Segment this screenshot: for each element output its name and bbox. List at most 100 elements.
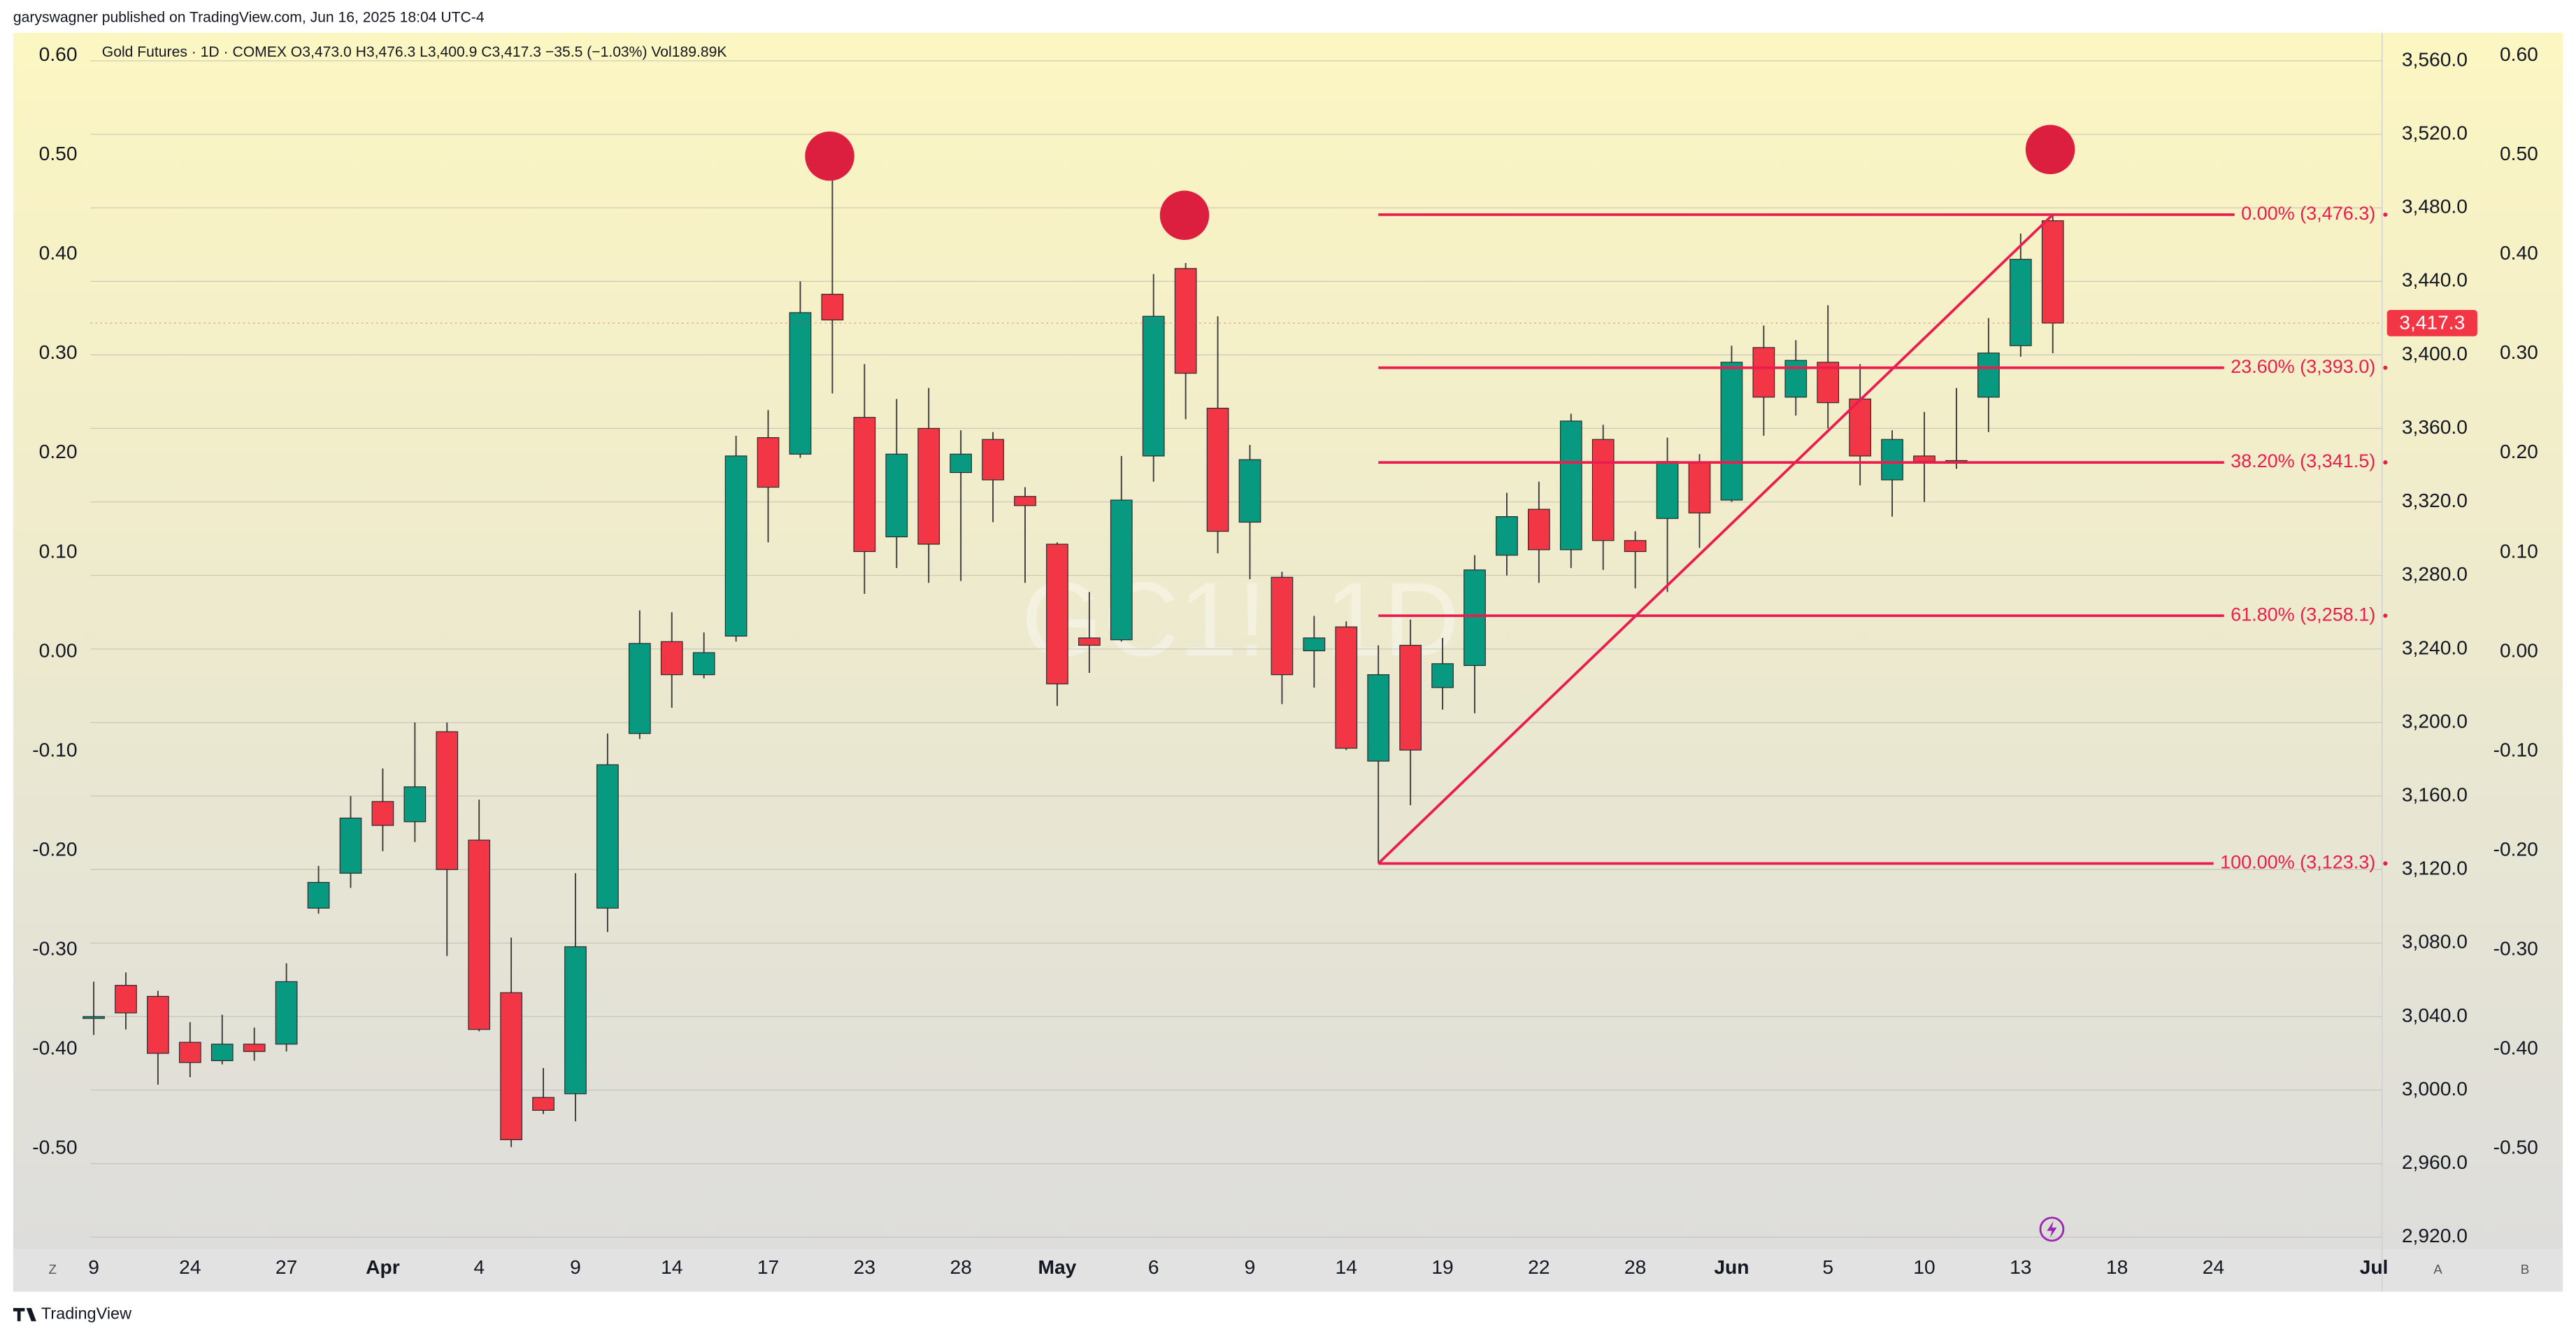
time-tick-label: 28 — [1624, 1256, 1646, 1278]
candle-body — [1720, 362, 1743, 501]
time-tick-label: 18 — [2106, 1256, 2128, 1278]
candle-body — [83, 1016, 105, 1019]
candle-body — [789, 312, 812, 455]
candle-body — [1464, 569, 1486, 667]
price-tick-label: 3,440.0 — [2402, 269, 2468, 291]
candle-body — [757, 437, 780, 488]
candle-body — [885, 453, 908, 538]
candle-body — [436, 731, 459, 870]
percent-tick-label: 0.20 — [39, 440, 78, 462]
percent-tick-label: 0.40 — [2500, 241, 2538, 264]
candle-body — [821, 294, 844, 321]
percent-tick-label: -0.40 — [32, 1036, 77, 1058]
percent-tick-label: -0.10 — [32, 738, 77, 760]
peak-marker — [1159, 190, 1210, 241]
price-tick-label: 3,320.0 — [2402, 489, 2468, 511]
percent-tick-label: 0.10 — [39, 539, 78, 562]
time-tick-label: May — [1038, 1256, 1076, 1278]
candle-body — [532, 1097, 554, 1111]
price-tick-label: 3,560.0 — [2402, 48, 2468, 70]
price-tick-label: 3,040.0 — [2402, 1004, 2468, 1026]
candle-body — [178, 1042, 201, 1063]
candle-body — [1688, 462, 1711, 513]
candle-body — [1367, 674, 1390, 762]
candle-body — [1014, 496, 1036, 506]
candle-body — [1496, 516, 1518, 556]
candle-body — [1528, 509, 1550, 550]
candle-body — [1110, 499, 1133, 641]
time-tick-label: 9 — [88, 1256, 99, 1278]
fib-level-label: 23.60% (3,393.0) — [2231, 356, 2375, 377]
percent-tick-label: 0.00 — [39, 639, 78, 661]
candle-body — [853, 417, 876, 553]
time-tick-label: 9 — [1245, 1256, 1256, 1278]
time-tick-label: 6 — [1148, 1256, 1159, 1278]
percent-tick-label: -0.20 — [32, 837, 77, 860]
price-tick-label: 3,160.0 — [2402, 783, 2468, 805]
time-tick-label: 24 — [2203, 1256, 2224, 1278]
axis-button[interactable]: A — [2433, 1262, 2442, 1277]
candle-body — [1624, 540, 1647, 553]
brand-name: TradingView — [41, 1305, 132, 1323]
time-tick-label: 4 — [473, 1256, 485, 1278]
fib-level-dot — [2383, 460, 2388, 465]
fib-level-label: 100.00% (3,123.3) — [2220, 852, 2375, 873]
price-tick-label: 3,200.0 — [2402, 709, 2468, 732]
brand-logo — [13, 1308, 36, 1321]
axis-button[interactable]: Z — [49, 1262, 57, 1277]
time-tick-label: 14 — [1336, 1256, 1357, 1278]
percent-tick-label: -0.50 — [2493, 1135, 2538, 1158]
symbol-legend: Gold Futures · 1D · COMEX O3,473.0 H3,47… — [102, 44, 727, 60]
candle-body — [468, 839, 491, 1030]
percent-tick-label: 0.60 — [2500, 43, 2538, 65]
candle-body — [1206, 407, 1229, 532]
percent-tick-label: 0.50 — [39, 142, 78, 164]
candle-body — [2009, 259, 2032, 346]
time-tick-label: 13 — [2010, 1256, 2031, 1278]
price-tick-label: 2,920.0 — [2402, 1224, 2468, 1246]
candle-body — [1656, 461, 1679, 519]
time-axis-background — [13, 1249, 2563, 1292]
candle-body — [500, 992, 522, 1140]
time-tick-label: 28 — [950, 1256, 971, 1278]
time-tick-label: 9 — [570, 1256, 581, 1278]
candle-body — [210, 1044, 234, 1061]
candle-body — [339, 817, 362, 874]
event-icon[interactable] — [2039, 1216, 2065, 1242]
fib-trend-line — [1377, 213, 2054, 865]
price-tick-label: 3,080.0 — [2402, 930, 2468, 953]
peak-marker — [805, 131, 854, 181]
candle-body — [307, 881, 330, 909]
percent-tick-label: -0.40 — [2493, 1036, 2538, 1058]
candle-body — [1559, 420, 1582, 550]
time-tick-label: Jun — [1714, 1256, 1749, 1278]
time-tick-label: 24 — [179, 1256, 201, 1278]
publisher-header: garyswagner published on TradingView.com… — [13, 9, 485, 25]
axis-button[interactable]: B — [2521, 1262, 2530, 1277]
fib-level-dot — [2383, 365, 2388, 370]
candle-body — [1399, 644, 1422, 751]
time-tick-label: 19 — [1431, 1256, 1453, 1278]
time-tick-label: 5 — [1822, 1256, 1833, 1278]
candle-body — [982, 439, 1004, 481]
percent-tick-label: -0.10 — [2493, 738, 2538, 760]
percent-tick-label: 0.00 — [2500, 639, 2538, 661]
percent-tick-label: 0.40 — [39, 241, 78, 264]
fib-level-dot — [2383, 212, 2388, 217]
percent-tick-label: -0.30 — [2493, 937, 2538, 959]
percent-tick-label: 0.50 — [2500, 142, 2538, 164]
percent-tick-label: -0.30 — [32, 937, 77, 959]
percent-tick-label: -0.20 — [2493, 837, 2538, 860]
price-tick-label: 2,960.0 — [2402, 1151, 2468, 1173]
candle-body — [1174, 268, 1197, 374]
price-tick-label: 3,280.0 — [2402, 562, 2468, 585]
candle-body — [1977, 353, 2000, 398]
candle-body — [1881, 439, 1903, 481]
candle-body — [1142, 315, 1165, 457]
time-tick-label: 23 — [854, 1256, 875, 1278]
time-tick-label: 10 — [1913, 1256, 1935, 1278]
time-tick-label: 14 — [661, 1256, 682, 1278]
candle-body — [917, 427, 940, 545]
